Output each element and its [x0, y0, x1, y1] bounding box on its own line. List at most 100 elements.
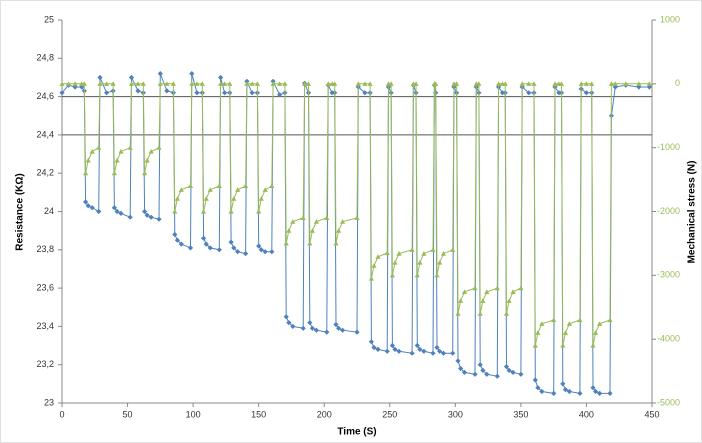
data-point [526, 81, 532, 86]
data-point [519, 81, 525, 86]
data-point [187, 183, 194, 188]
data-point [417, 346, 423, 352]
data-point [371, 263, 377, 268]
data-point [189, 81, 195, 86]
data-point [607, 390, 613, 396]
data-point [590, 342, 596, 348]
data-point [228, 239, 234, 245]
data-point [307, 320, 313, 326]
data-point [336, 228, 342, 233]
x-tick-label: 100 [186, 409, 201, 419]
data-point [560, 381, 566, 387]
data-point [506, 298, 512, 303]
y-axis-label: Resistance (KΩ) [15, 173, 26, 251]
data-point [194, 81, 200, 86]
data-point [282, 81, 288, 86]
data-point [244, 81, 250, 86]
data-point [526, 90, 532, 96]
data-point [235, 249, 241, 255]
data-point [472, 371, 478, 377]
data-point [560, 342, 566, 348]
data-point [201, 208, 207, 214]
data-point [203, 196, 209, 201]
data-point [286, 228, 292, 233]
data-point [552, 81, 558, 86]
data-point [144, 157, 150, 163]
data-point [201, 235, 207, 241]
data-point [433, 81, 439, 86]
data-point [577, 390, 583, 396]
data-point [283, 314, 289, 320]
data-point [114, 157, 120, 163]
data-point [127, 214, 133, 220]
data-point [636, 84, 642, 90]
data-point [375, 254, 381, 259]
data-point [450, 247, 456, 252]
data-point [325, 81, 331, 86]
data-point [254, 81, 260, 86]
data-point [144, 212, 150, 218]
data-point [421, 251, 427, 256]
data-point [218, 74, 224, 81]
data-point [172, 231, 178, 238]
data-point [646, 84, 652, 90]
data-point [270, 81, 276, 86]
data-point [307, 240, 313, 246]
data-point [461, 289, 468, 294]
data-point [551, 317, 557, 323]
data-point [309, 228, 315, 233]
data-point [269, 249, 275, 255]
y2-tick-label: -5000 [657, 397, 680, 407]
data-point [476, 81, 482, 86]
data-point [472, 285, 478, 291]
data-point [583, 90, 589, 96]
data-point [216, 183, 222, 188]
data-point [440, 350, 447, 356]
data-point [96, 145, 102, 150]
data-point [324, 215, 330, 220]
data-point [66, 81, 72, 86]
data-point [421, 348, 427, 354]
data-point [417, 260, 423, 265]
data-point [290, 219, 296, 224]
data-point [111, 205, 117, 211]
data-point [333, 321, 339, 328]
x-tick-label: 350 [513, 409, 528, 419]
data-point [503, 311, 510, 316]
data-point [194, 90, 200, 96]
data-point [313, 327, 319, 333]
data-point [484, 371, 490, 377]
data-point [89, 205, 95, 211]
data-point [142, 170, 148, 176]
data-point [127, 145, 133, 150]
data-point [389, 272, 395, 278]
data-point [96, 208, 102, 215]
data-point [562, 387, 569, 393]
data-point [207, 245, 213, 251]
data-point [216, 247, 222, 253]
data-point [646, 81, 652, 86]
data-point [300, 215, 306, 220]
data-point [277, 81, 283, 86]
data-point [499, 90, 506, 96]
y2-tick-label: -4000 [657, 334, 680, 344]
data-point [566, 388, 572, 395]
data-point [170, 81, 176, 86]
data-point [262, 187, 268, 192]
data-point [156, 216, 162, 222]
data-point [164, 88, 170, 94]
data-point [83, 170, 89, 176]
data-point [484, 289, 490, 294]
data-point [243, 251, 249, 257]
y2-tick-label: 0 [675, 78, 680, 88]
data-point [388, 81, 394, 86]
data-point [392, 346, 398, 352]
data-point [336, 325, 342, 331]
data-point [430, 247, 436, 252]
data-point [414, 342, 420, 349]
data-point [636, 81, 642, 86]
data-point [375, 346, 381, 352]
data-point [249, 90, 255, 96]
